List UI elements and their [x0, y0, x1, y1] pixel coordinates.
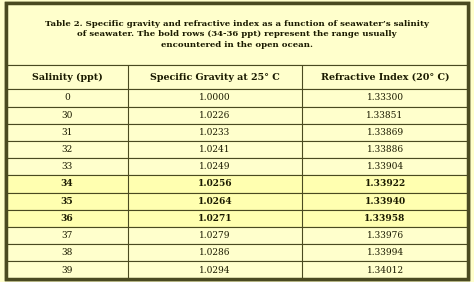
- Text: 35: 35: [61, 197, 73, 206]
- Bar: [6, 3, 468, 65]
- Bar: [6, 65, 468, 89]
- Text: 1.33958: 1.33958: [365, 214, 406, 223]
- Text: 1.0241: 1.0241: [199, 145, 231, 154]
- Text: 1.0249: 1.0249: [199, 162, 231, 171]
- Text: 1.0233: 1.0233: [200, 128, 231, 137]
- Text: 1.33886: 1.33886: [366, 145, 403, 154]
- Text: 1.33922: 1.33922: [365, 180, 406, 188]
- Bar: [6, 158, 468, 175]
- Bar: [6, 141, 468, 158]
- Text: 33: 33: [61, 162, 73, 171]
- Bar: [6, 124, 468, 141]
- Bar: [6, 244, 468, 261]
- Bar: [6, 175, 468, 193]
- Text: 1.33994: 1.33994: [366, 248, 403, 257]
- Text: 1.0226: 1.0226: [200, 111, 231, 120]
- Text: 1.0279: 1.0279: [199, 231, 231, 240]
- Bar: [6, 193, 468, 210]
- Bar: [6, 89, 468, 107]
- Text: Refractive Index (20° C): Refractive Index (20° C): [321, 73, 449, 82]
- Bar: [6, 227, 468, 244]
- Text: 1.33904: 1.33904: [366, 162, 403, 171]
- Text: 32: 32: [61, 145, 73, 154]
- Text: 31: 31: [61, 128, 73, 137]
- Text: 37: 37: [61, 231, 73, 240]
- Text: 1.34012: 1.34012: [366, 266, 403, 274]
- Text: 39: 39: [61, 266, 73, 274]
- Text: 1.33940: 1.33940: [365, 197, 406, 206]
- Text: 1.0264: 1.0264: [198, 197, 232, 206]
- Text: 0: 0: [64, 94, 70, 102]
- Text: 1.0256: 1.0256: [198, 180, 232, 188]
- Text: 30: 30: [61, 111, 73, 120]
- Bar: [6, 261, 468, 279]
- Text: 1.0271: 1.0271: [198, 214, 232, 223]
- Text: Specific Gravity at 25° C: Specific Gravity at 25° C: [150, 73, 280, 82]
- Text: 1.0000: 1.0000: [199, 94, 231, 102]
- Text: 34: 34: [61, 180, 73, 188]
- Text: 38: 38: [61, 248, 73, 257]
- Bar: [6, 210, 468, 227]
- Text: 1.0294: 1.0294: [199, 266, 231, 274]
- Bar: [6, 107, 468, 124]
- Text: 1.33869: 1.33869: [366, 128, 403, 137]
- Text: 1.33300: 1.33300: [366, 94, 403, 102]
- Text: Table 2. Specific gravity and refractive index as a function of seawater’s salin: Table 2. Specific gravity and refractive…: [45, 20, 429, 49]
- Text: Salinity (ppt): Salinity (ppt): [32, 73, 102, 82]
- Text: 36: 36: [61, 214, 73, 223]
- Text: 1.33976: 1.33976: [366, 231, 403, 240]
- Text: 1.0286: 1.0286: [199, 248, 231, 257]
- Text: 1.33851: 1.33851: [366, 111, 404, 120]
